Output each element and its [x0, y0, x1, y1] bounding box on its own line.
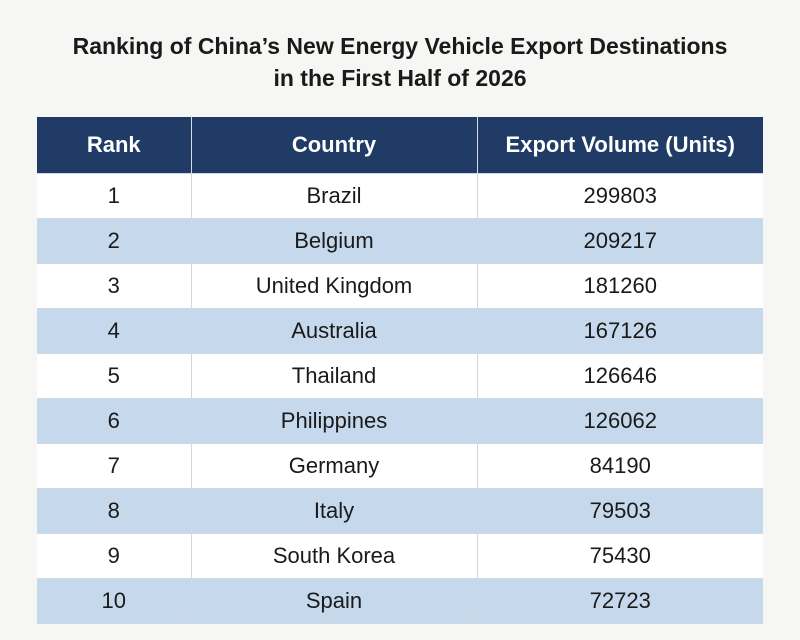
chart-title: Ranking of China’s New Energy Vehicle Ex… — [0, 30, 800, 94]
table-row: 5 Thailand 126646 — [37, 353, 763, 399]
rank-cell: 8 — [37, 488, 192, 534]
table-row: 9 South Korea 75430 — [37, 533, 763, 579]
rank-cell: 1 — [37, 173, 192, 219]
column-header-country: Country — [191, 117, 478, 174]
rank-cell: 4 — [37, 308, 192, 354]
column-header-rank: Rank — [37, 117, 192, 174]
export-volume-cell: 181260 — [477, 263, 763, 309]
rank-cell: 3 — [37, 263, 192, 309]
export-volume-cell: 167126 — [477, 308, 763, 354]
export-volume-cell: 72723 — [477, 578, 763, 624]
table-header: Rank Country Export Volume (Units) — [37, 117, 763, 174]
country-cell: Australia — [191, 308, 478, 354]
export-volume-cell: 84190 — [477, 443, 763, 489]
rank-cell: 9 — [37, 533, 192, 579]
country-cell: Italy — [191, 488, 478, 534]
column-header-export-volume: Export Volume (Units) — [477, 117, 763, 174]
country-cell: Philippines — [191, 398, 478, 444]
export-volume-cell: 79503 — [477, 488, 763, 534]
country-cell: Thailand — [191, 353, 478, 399]
rank-cell: 5 — [37, 353, 192, 399]
table-row: 1 Brazil 299803 — [37, 173, 763, 219]
title-line-1: Ranking of China’s New Energy Vehicle Ex… — [72, 33, 728, 59]
export-volume-cell: 209217 — [477, 218, 763, 264]
country-cell: Brazil — [191, 173, 478, 219]
country-cell: United Kingdom — [191, 263, 478, 309]
table-row: 6 Philippines 126062 — [37, 398, 763, 444]
rank-cell: 6 — [37, 398, 192, 444]
title-line-2: in the First Half of 2026 — [273, 65, 527, 91]
rank-cell: 10 — [37, 578, 192, 624]
rank-cell: 7 — [37, 443, 192, 489]
table-body: 1 Brazil 299803 2 Belgium 209217 3 Unite… — [37, 173, 763, 624]
rank-cell: 2 — [37, 218, 192, 264]
export-ranking-table: Rank Country Export Volume (Units) 1 Bra… — [37, 117, 763, 624]
header-row: Rank Country Export Volume (Units) — [37, 117, 763, 174]
table-row: 2 Belgium 209217 — [37, 218, 763, 264]
table-row: 3 United Kingdom 181260 — [37, 263, 763, 309]
export-volume-cell: 75430 — [477, 533, 763, 579]
export-volume-cell: 126646 — [477, 353, 763, 399]
country-cell: Spain — [191, 578, 478, 624]
table-row: 8 Italy 79503 — [37, 488, 763, 534]
table-row: 7 Germany 84190 — [37, 443, 763, 489]
country-cell: Belgium — [191, 218, 478, 264]
table-row: 4 Australia 167126 — [37, 308, 763, 354]
export-volume-cell: 299803 — [477, 173, 763, 219]
export-volume-cell: 126062 — [477, 398, 763, 444]
country-cell: Germany — [191, 443, 478, 489]
table-row: 10 Spain 72723 — [37, 578, 763, 624]
country-cell: South Korea — [191, 533, 478, 579]
